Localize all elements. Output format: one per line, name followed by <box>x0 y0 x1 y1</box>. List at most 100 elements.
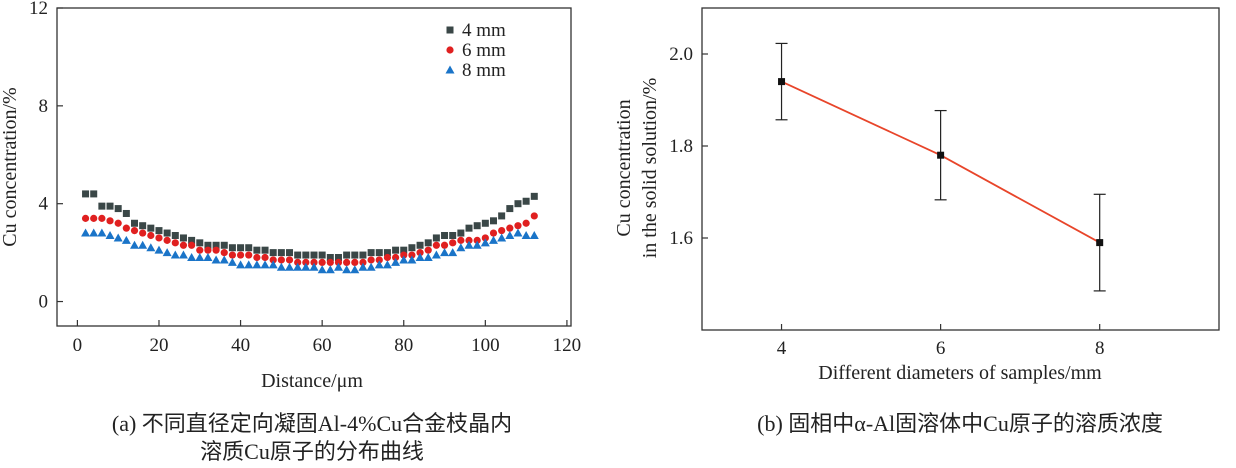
panel-a-point <box>514 200 522 208</box>
panel-a-point <box>130 227 139 235</box>
panel-a-point <box>473 236 481 244</box>
panel-a-point <box>334 258 343 266</box>
panel-a-point <box>310 258 318 266</box>
panel-a-point <box>302 258 310 266</box>
panel-a-point <box>228 251 237 259</box>
panel-a-point <box>286 249 294 257</box>
panel-a-point <box>139 229 147 237</box>
panel-a-point <box>530 212 538 220</box>
panel-a-point <box>522 219 530 227</box>
panel-a-point <box>195 253 205 262</box>
panel-a-point <box>326 254 334 262</box>
panel-a-point <box>342 265 352 274</box>
panel-b-x-tick-label: 6 <box>936 338 946 359</box>
panel-a-point <box>481 219 489 227</box>
panel-a-point <box>301 262 311 271</box>
panel-a-x-tick-label: 40 <box>231 335 250 356</box>
panel-a-point <box>457 236 465 244</box>
panel-a-point <box>382 260 392 269</box>
panel-a-point <box>253 246 261 254</box>
panel-a-point <box>203 253 213 262</box>
panel-a-point <box>90 190 98 198</box>
panel-a-point <box>170 250 180 259</box>
panel-a-point <box>228 244 236 252</box>
panel-a-point <box>498 212 506 220</box>
legend-marker-6mm <box>446 46 454 54</box>
panel-a-point <box>400 251 408 259</box>
panel-a-point <box>530 192 538 200</box>
panel-a-series-4mm <box>82 190 538 262</box>
panel-a-point <box>334 254 342 262</box>
panel-a-point <box>162 248 172 257</box>
panel-b-chart: 4 6 8 1.6 1.8 2.0 Different diameters of samp… <box>613 7 1220 436</box>
panel-a-point <box>106 202 114 210</box>
panel-a-point <box>424 246 432 254</box>
panel-a-point <box>105 230 115 239</box>
panel-a-point <box>236 260 246 269</box>
panel-a-point <box>293 262 303 271</box>
panel-a-point <box>375 256 383 264</box>
panel-b-point <box>778 78 786 86</box>
panel-b-plot-frame <box>701 7 1220 331</box>
panel-a-point <box>326 258 334 266</box>
legend-marker-8mm <box>445 65 455 74</box>
panel-a-point <box>131 219 139 227</box>
panel-a-point <box>122 209 130 217</box>
panel-a-point <box>179 234 187 242</box>
panel-a-legend: 4 mm6 mm8 mm <box>445 20 506 81</box>
panel-b-x-tick-label: 8 <box>1095 338 1105 359</box>
panel-a-point <box>237 244 245 252</box>
panel-a-point <box>358 262 368 271</box>
panel-a-point <box>465 224 473 232</box>
panel-a-point <box>285 256 294 264</box>
panel-a-point <box>204 241 212 249</box>
panel-a-point <box>89 228 99 237</box>
panel-a-y-tick-label: 0 <box>39 292 49 313</box>
panel-a-point <box>106 217 114 225</box>
panel-a-point <box>343 251 351 259</box>
panel-a-y-tick-label: 4 <box>39 194 49 215</box>
panel-a-point <box>408 251 416 259</box>
panel-a-point <box>139 222 147 230</box>
panel-a-point <box>366 262 376 271</box>
panel-a-point <box>245 244 253 252</box>
panel-a-point <box>333 262 343 271</box>
panel-a-point <box>196 239 204 247</box>
panel-a-point <box>415 253 425 262</box>
panel-a-point <box>367 249 375 257</box>
panel-a-x-tick-label: 20 <box>149 335 168 356</box>
panel-a-point <box>253 253 261 262</box>
panel-a-point <box>374 260 384 269</box>
panel-a-point <box>82 190 90 198</box>
panel-a-point <box>391 257 401 266</box>
panel-a-point <box>187 253 197 262</box>
panel-a-point <box>449 239 457 247</box>
panel-a-point <box>188 236 196 244</box>
panel-a-point <box>407 255 417 264</box>
panel-a-point <box>130 240 140 249</box>
panel-a-x-tick-label: 120 <box>553 335 582 356</box>
panel-a-point <box>114 205 122 213</box>
panel-a-point <box>351 258 359 266</box>
panel-a-y-tick-label: 12 <box>29 0 48 19</box>
legend-label-4mm: 4 mm <box>462 20 506 41</box>
panel-a-point <box>276 262 286 271</box>
panel-a-point <box>522 197 530 205</box>
panel-a-point <box>212 246 220 254</box>
panel-a-point <box>497 233 507 242</box>
panel-a-point <box>457 229 465 237</box>
panel-a-point <box>81 214 90 222</box>
panel-a-point <box>261 246 269 254</box>
panel-a-y-axis-label: Cu concentration/% <box>0 87 21 246</box>
panel-a-point <box>488 235 498 244</box>
panel-a-y-tick-label: 8 <box>39 96 49 117</box>
legend-marker-4mm <box>446 26 454 34</box>
panel-a-point <box>383 253 392 262</box>
panel-a-x-tick-label: 0 <box>73 335 83 356</box>
panel-a-point <box>514 222 522 230</box>
panel-a-point <box>505 230 515 239</box>
panel-a-point <box>318 251 326 259</box>
panel-a-point <box>318 258 326 266</box>
panel-a-point <box>473 222 481 230</box>
panel-a-point <box>480 238 490 247</box>
